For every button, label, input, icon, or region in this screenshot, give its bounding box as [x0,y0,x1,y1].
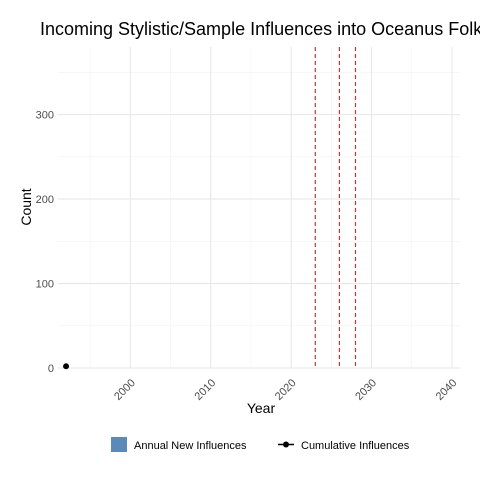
y-axis-title: Count [18,188,34,225]
legend-swatch-annual-new-influences [111,437,127,452]
x-tick-label: 2010 [193,377,219,403]
series-marks [63,363,70,370]
tick-labels: 0 100 200 300 2000 2010 2020 2030 2040 [36,110,460,403]
legend-label-cumulative-influences: Cumulative Influences [301,440,410,452]
chart-title: Incoming Stylistic/Sample Influences int… [40,19,480,39]
x-tick-label: 2030 [353,377,379,403]
legend-label-annual-new-influences: Annual New Influences [134,440,247,452]
y-tick-label: 300 [36,110,54,122]
grid [58,47,460,369]
x-tick-label: 2000 [112,377,138,403]
y-tick-label: 200 [36,194,54,206]
y-tick-label: 0 [48,363,54,375]
x-tick-label: 2040 [434,377,460,403]
legend: Annual New Influences Cumulative Influen… [111,437,410,452]
reference-lines [314,47,357,368]
cumulative-point [63,363,70,370]
legend-swatch-cumulative-point [283,441,289,448]
x-axis-title: Year [247,400,276,416]
y-tick-label: 100 [36,279,54,291]
x-tick-label: 2020 [273,377,299,403]
